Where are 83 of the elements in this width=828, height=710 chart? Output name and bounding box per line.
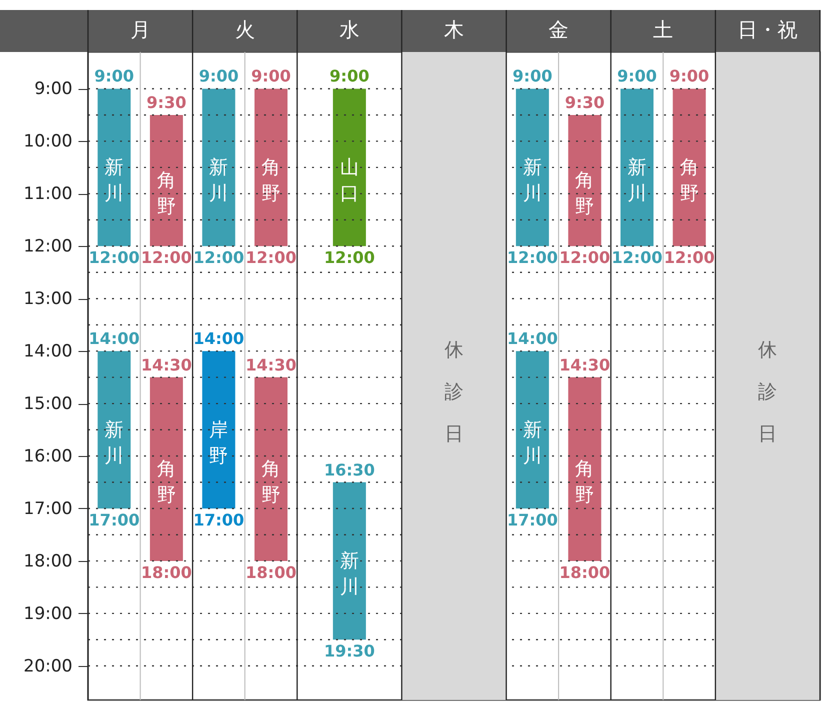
annotation: 14:30 [246,355,296,374]
bar [620,88,654,246]
annotation: 12:00 [193,248,244,268]
y-tick-label: 19:00 [24,604,72,624]
x-tick-label: 木 [444,18,464,42]
x-tick-label: 金 [548,18,569,42]
x-tick-label: 土 [653,18,674,42]
data-label: 角野 [575,458,594,506]
y-tick-label: 9:00 [34,79,72,100]
annotation: 19:30 [324,642,375,661]
annotation: 9:30 [146,92,186,112]
annotation: 17:00 [506,510,558,530]
data-label: 山口 [340,156,359,204]
annotation: 12:00 [506,248,558,268]
annotation: 12:00 [664,248,715,268]
annotation: 14:00 [506,329,558,348]
bar [254,88,288,246]
bar [568,114,602,246]
data-label: 新川 [104,156,124,204]
annotation: 14:00 [88,329,140,348]
annotation: 17:00 [193,510,244,530]
data-label: 角野 [575,170,594,218]
annotation: 9:00 [251,66,291,86]
y-tick-label: 11:00 [24,184,72,204]
bar [202,88,236,246]
bar [672,88,706,246]
annotation: 18:00 [140,562,192,582]
annotation: 12:00 [612,248,662,268]
annotation: 12:00 [88,248,140,268]
annotation: 9:00 [617,66,657,86]
x-tick-label: 水 [339,18,360,42]
annotation: 18:00 [559,562,610,582]
annotation: 9:30 [564,92,605,112]
data-label: 角野 [680,156,699,204]
data-label: 角野 [262,156,280,204]
bar [516,88,549,246]
bar [568,377,602,561]
bar [254,377,288,561]
y-tick-label: 16:00 [24,446,72,467]
band-label: 休診日 [444,339,464,446]
annotation: 9:00 [669,66,710,86]
annotation: 12:00 [324,248,375,268]
data-label: 新川 [522,418,542,467]
y-tick-label: 13:00 [24,289,72,310]
data-label: 角野 [156,170,176,218]
y-tick-label: 12:00 [24,236,72,257]
y-tick-label: 14:00 [24,342,72,362]
y-tick-label: 18:00 [24,551,72,572]
data-label: 新川 [522,156,542,204]
bar [150,377,183,561]
data-label: 岸野 [209,418,228,467]
data-label: 新川 [104,418,124,467]
y-tick-label: 20:00 [24,656,72,676]
annotation: 16:30 [324,460,375,480]
data-label: 新川 [628,156,646,204]
annotation: 9:00 [94,66,134,86]
data-label: 角野 [262,458,280,506]
annotation: 14:00 [193,329,244,348]
bar [98,88,131,246]
x-tick-label: 火 [234,18,255,42]
data-label: 新川 [209,156,228,204]
x-tick-label: 月 [130,18,150,42]
bar [98,351,131,508]
annotation: 12:00 [559,248,610,268]
data-label: 新川 [340,550,359,598]
y-tick-label: 10:00 [24,132,72,152]
bar [202,351,236,508]
annotation: 18:00 [246,562,296,582]
annotation: 14:30 [140,355,192,374]
annotation: 17:00 [88,510,140,530]
annotation: 9:00 [330,66,370,86]
annotation: 14:30 [559,355,610,374]
x-tick-label: 日・祝 [738,18,798,42]
annotation: 9:00 [198,66,239,86]
y-tick-label: 17:00 [24,498,72,519]
band-label: 休診日 [758,339,778,446]
annotation: 12:00 [140,248,192,268]
y-tick-label: 15:00 [24,394,72,414]
annotation: 12:00 [246,248,296,268]
bar [150,114,183,246]
data-label: 角野 [156,458,176,506]
bar [516,351,549,508]
annotation: 9:00 [512,66,552,86]
